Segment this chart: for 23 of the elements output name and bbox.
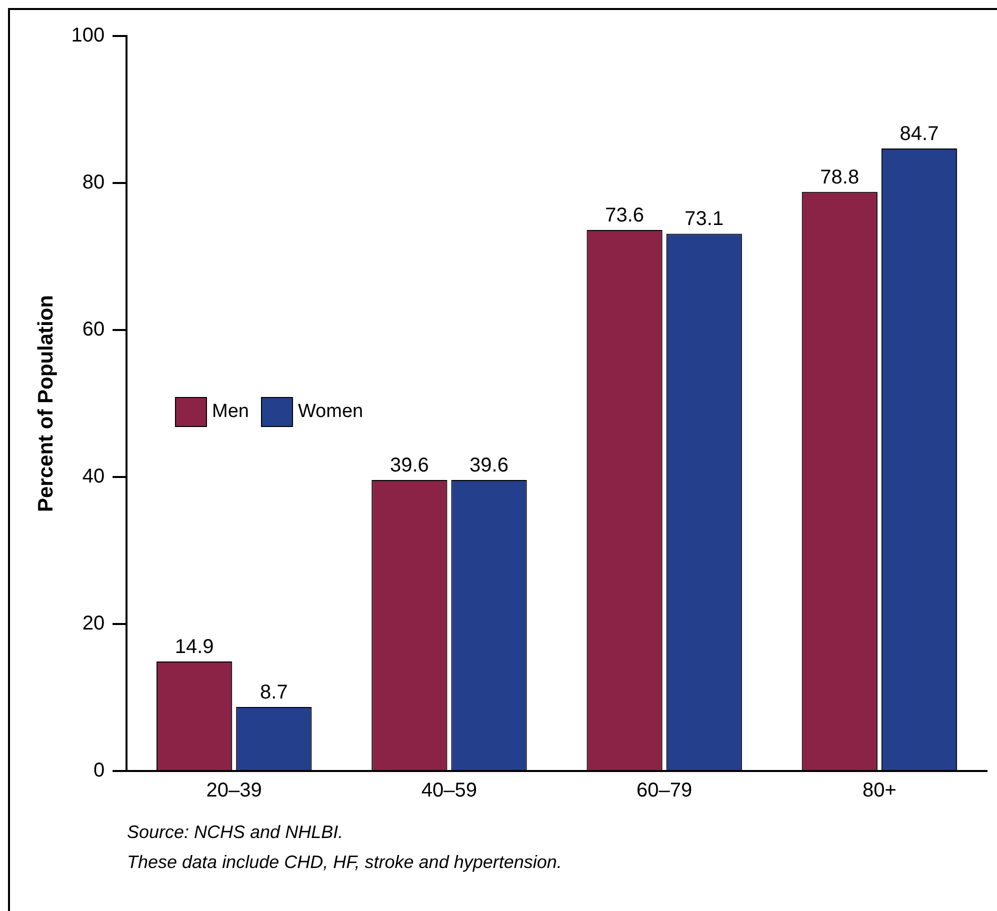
text: These data include CHD, HF, stroke and hypertension. [127,852,562,872]
data-label: 39.6 [390,454,429,476]
y-tick-label: 80 [82,172,105,194]
data-label: 14.9 [174,636,214,658]
data-label: 8.7 [260,682,288,704]
y-tick-label: 0 [93,760,105,782]
data-label: 73.6 [605,204,644,227]
source-note: Source: NCHS and NHLBI. [127,822,344,842]
x-tick-label: 40–59 [421,780,478,802]
data-label: 39.6 [470,454,508,476]
legend-label: Men [212,401,249,423]
legend-label: Women [298,401,364,423]
y-tick-label: 60 [82,318,105,341]
data-label: 73.1 [684,208,724,230]
x-tick-label: 20–39 [206,780,262,802]
x-tick-label: 80+ [862,780,896,802]
y-tick-label: 100 [71,24,105,47]
y-tick-label: 20 [82,612,105,635]
data-label: 78.8 [820,166,860,188]
data-label: 84.7 [900,122,939,145]
x-tick-label: 60–79 [636,780,692,802]
y-axis-title: Percent of Population [34,294,58,512]
y-tick-label: 40 [82,466,105,488]
